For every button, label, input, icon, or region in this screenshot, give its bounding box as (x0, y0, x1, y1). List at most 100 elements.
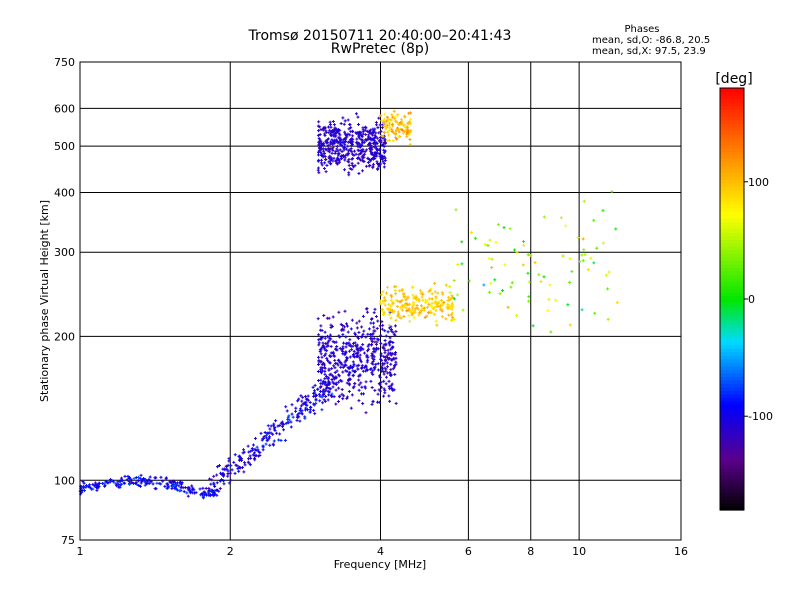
scatter-point (345, 345, 347, 349)
scatter-point (401, 122, 403, 126)
scatter-point (307, 394, 309, 398)
colorbar-strip (720, 404, 744, 409)
scatter-point (380, 380, 382, 384)
scatter-point (380, 140, 382, 144)
scatter-point (380, 299, 382, 303)
scatter-point (203, 490, 205, 494)
scatter-point (217, 465, 219, 469)
colorbar-strip (720, 313, 744, 318)
chart-subtitle: RwPretec (8p) (331, 41, 429, 57)
scatter-point (186, 491, 188, 495)
colorbar-strip (720, 408, 744, 413)
scatter-point (450, 306, 452, 310)
scatter-point (174, 484, 176, 488)
scatter-point (209, 477, 211, 481)
colorbar-strip (720, 411, 744, 416)
scatter-point (348, 163, 350, 167)
scatter-point (607, 287, 609, 291)
scatter-point (347, 132, 349, 136)
scatter-point (138, 484, 140, 488)
colorbar-strip (720, 140, 744, 145)
scatter-point (361, 335, 363, 339)
scatter-point (395, 401, 397, 405)
scatter-point (340, 322, 342, 326)
scatter-point (332, 159, 334, 163)
scatter-point (265, 436, 267, 440)
scatter-point (380, 129, 382, 133)
scatter-point (330, 337, 332, 341)
scatter-point (359, 356, 361, 360)
scatter-point (379, 123, 381, 127)
scatter-point (393, 332, 395, 336)
scatter-point (382, 345, 384, 349)
scatter-point (206, 493, 208, 497)
scatter-point (247, 460, 249, 464)
scatter-point (351, 157, 353, 161)
colorbar-strip (720, 151, 744, 156)
scatter-point (332, 146, 334, 150)
scatter-point (341, 144, 343, 148)
scatter-point (377, 161, 379, 165)
scatter-point (386, 123, 388, 127)
scatter-point (376, 151, 378, 155)
scatter-point (394, 333, 396, 337)
scatter-point (139, 476, 141, 480)
scatter-point (344, 132, 346, 136)
scatter-point (451, 307, 453, 311)
scatter-point (304, 416, 306, 420)
scatter-point (283, 428, 285, 432)
scatter-point (222, 472, 224, 476)
scatter-point (354, 369, 356, 373)
scatter-point (313, 403, 315, 407)
scatter-point (238, 469, 240, 473)
scatter-point (145, 477, 147, 481)
scatter-point (342, 345, 344, 349)
scatter-point (352, 354, 354, 358)
scatter-point (330, 344, 332, 348)
scatter-point (406, 302, 408, 306)
scatter-point (358, 153, 360, 157)
scatter-point (254, 458, 256, 462)
scatter-point (363, 392, 365, 396)
scatter-point (195, 491, 197, 495)
scatter-point (253, 451, 255, 455)
scatter-point (290, 420, 292, 424)
scatter-point (171, 487, 173, 491)
scatter-point (388, 139, 390, 143)
scatter-point (374, 145, 376, 149)
scatter-point (383, 362, 385, 366)
colorbar-strip (720, 450, 744, 455)
scatter-point (373, 329, 375, 333)
scatter-point (338, 159, 340, 163)
scatter-point (322, 143, 324, 147)
scatter-point (436, 302, 438, 306)
scatter-point (330, 162, 332, 166)
scatter-point (178, 489, 180, 493)
scatter-point (543, 215, 545, 219)
scatter-point (360, 381, 362, 385)
scatter-point (370, 138, 372, 142)
scatter-point (334, 134, 336, 138)
scatter-point (281, 422, 283, 426)
scatter-point (379, 324, 381, 328)
scatter-point (384, 130, 386, 134)
scatter-point (321, 408, 323, 412)
scatter-point (358, 319, 360, 323)
scatter-point (370, 146, 372, 150)
scatter-point (356, 142, 358, 146)
scatter-point (356, 364, 358, 368)
colorbar-strip (720, 481, 744, 486)
scatter-point (392, 122, 394, 126)
scatter-point (416, 297, 418, 301)
scatter-point (357, 144, 359, 148)
scatter-point (297, 399, 299, 403)
scatter-point (322, 390, 324, 394)
scatter-point (448, 313, 450, 317)
scatter-point (400, 316, 402, 320)
scatter-point (213, 483, 215, 487)
scatter-point (236, 464, 238, 468)
scatter-point (387, 307, 389, 311)
scatter-point (369, 159, 371, 163)
scatter-point (412, 305, 414, 309)
